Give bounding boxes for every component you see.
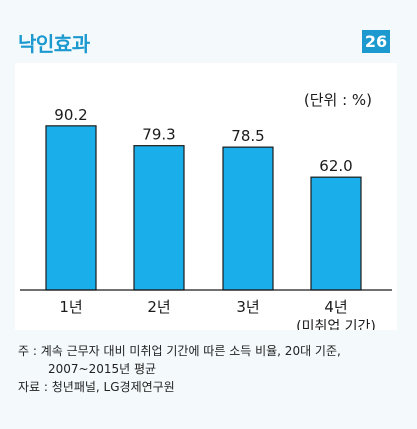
category-label-4: 4년 [324, 298, 347, 316]
value-label-2: 79.3 [142, 126, 175, 144]
value-label-3: 78.5 [231, 127, 264, 145]
category-label-3: 3년 [236, 298, 259, 316]
page-number-badge: 26 [362, 30, 390, 53]
bar-2 [133, 145, 185, 291]
chart-area: (단위 : %) 90.2 1년 79.3 2년 78.5 3년 62.0 4년 (미취업 기간… [15, 63, 397, 335]
category-label-2: 2년 [147, 298, 170, 316]
footnote-source: 자료 : 청년패널, LG경제연구원 [18, 380, 175, 394]
value-label-1: 90.2 [54, 106, 87, 124]
category-label-1: 1년 [59, 298, 82, 316]
bar-1 [45, 125, 97, 291]
footnotes: 주 : 계속 근무자 대비 미취업 기간에 따른 소득 비율, 20대 기준, … [18, 342, 403, 396]
unit-label: (단위 : %) [304, 91, 372, 109]
category-sublabel-4: (미취업 기간) [296, 319, 376, 330]
bar-chart: (단위 : %) 90.2 1년 79.3 2년 78.5 3년 62.0 4년 (미취업 기간… [20, 91, 392, 335]
bar-4 [310, 176, 362, 291]
bar-3 [222, 146, 274, 291]
chart-title: 낙인효과 [18, 32, 90, 56]
value-label-4: 62.0 [319, 157, 352, 175]
footnote-note: 주 : 계속 근무자 대비 미취업 기간에 따른 소득 비율, 20대 기준, … [18, 344, 341, 376]
